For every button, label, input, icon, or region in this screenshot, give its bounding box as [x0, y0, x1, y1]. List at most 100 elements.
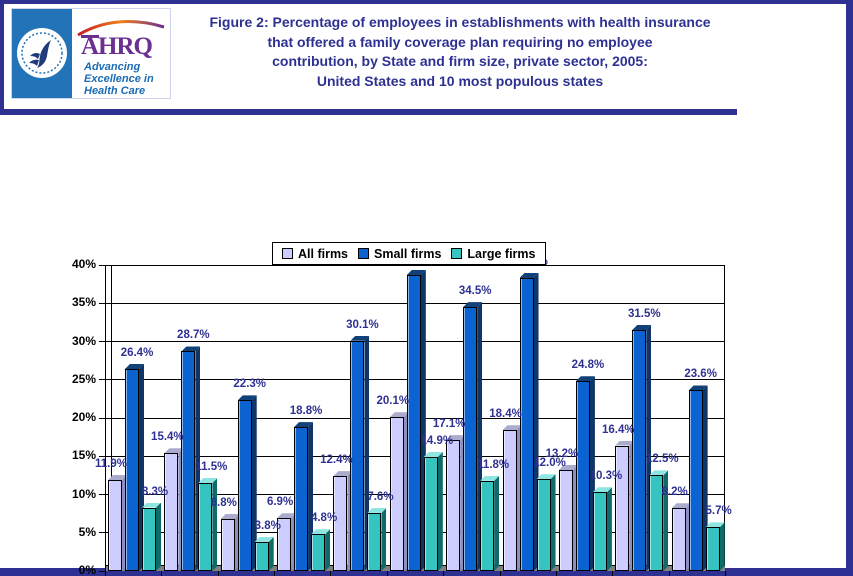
bar-all-firms-Texas — [671, 503, 691, 571]
bar-small-firms-Penn. — [632, 325, 652, 571]
bar-top-face — [350, 335, 370, 341]
bar-front-face — [575, 381, 590, 571]
bar-top-face — [649, 470, 669, 476]
y-axis-tick — [99, 570, 105, 572]
back-wall-edge — [111, 265, 112, 565]
bar-small-firms-N.Y — [519, 273, 539, 571]
bar-top-face — [615, 440, 635, 446]
figure-title: Figure 2: Percentage of employees in est… — [150, 13, 770, 91]
bar-top-face — [406, 269, 426, 275]
bar-front-face — [688, 390, 703, 571]
bar-data-label: 8.2% — [661, 486, 688, 499]
bar-front-face — [181, 351, 196, 571]
bar-data-label: 11.5% — [195, 461, 228, 474]
bar-large-firms-Ohio — [592, 487, 612, 571]
bar-all-firms-Mich. — [389, 412, 409, 571]
bar-side-face — [139, 364, 144, 571]
bar-front-face — [536, 479, 551, 571]
x-axis-tick — [725, 571, 726, 576]
bar-front-face — [502, 430, 517, 571]
bar-side-face — [122, 475, 127, 571]
bar-data-label: 8.3% — [141, 485, 169, 498]
bar-large-firms-Florida — [254, 536, 274, 571]
legend-swatch-small-firms — [358, 248, 370, 259]
tagline-line: Health Care — [84, 85, 146, 97]
y-axis-label: 35% — [71, 295, 96, 310]
bar-small-firms-Florida — [237, 395, 257, 571]
bar-small-firms-U.S. — [125, 364, 144, 571]
bar-top-face — [463, 302, 483, 308]
bar-side-face — [404, 412, 409, 571]
bar-data-label: 28.7% — [177, 329, 210, 342]
bar-front-face — [254, 541, 269, 571]
y-axis-tick — [99, 302, 105, 304]
bar-side-face — [212, 478, 217, 571]
x-axis-tick — [668, 571, 670, 576]
bar-data-label: 11.8% — [477, 458, 510, 471]
bar-side-face — [308, 422, 313, 571]
bar-front-face — [367, 512, 382, 571]
y-axis-tick — [99, 417, 105, 419]
bar-small-firms-N.J. — [463, 302, 483, 571]
bar-top-face — [311, 529, 331, 535]
bar-data-label: 34.5% — [458, 285, 492, 298]
bar-all-firms-Penn. — [615, 440, 635, 571]
bar-front-face — [333, 476, 348, 571]
x-axis-tick — [217, 571, 219, 576]
bar-data-label: 16.4% — [601, 423, 635, 436]
bar-data-label: 5.7% — [705, 505, 732, 518]
bar-side-face — [252, 395, 257, 571]
ahrq-macron-bar — [81, 35, 99, 38]
legend-item: Large firms — [451, 247, 536, 261]
bar-top-face — [592, 487, 612, 493]
bar-front-face — [519, 278, 534, 571]
bar-front-face — [592, 492, 607, 571]
bar-side-face — [720, 522, 725, 571]
bar-large-firms-Texas — [705, 522, 725, 571]
bar-front-face — [632, 330, 647, 571]
bar-side-face — [235, 514, 240, 571]
chart-legend: All firms Small firms Large firms — [272, 242, 546, 265]
bar-top-face — [519, 273, 539, 278]
tagline-line: Excellence in — [84, 73, 154, 85]
y-axis-label: 5% — [78, 524, 96, 539]
bar-large-firms-Georgia — [311, 529, 331, 571]
bar-front-face — [389, 417, 404, 571]
legend-swatch-large-firms — [451, 248, 463, 259]
bar-top-face — [181, 346, 201, 352]
bar-side-face — [325, 529, 330, 571]
bar-side-face — [646, 325, 651, 571]
bar-side-face — [438, 452, 443, 571]
figure-title-line: United States and 10 most populous state… — [316, 72, 604, 89]
bar-top-face — [367, 507, 387, 513]
bar-front-face — [294, 427, 309, 571]
bar-top-face — [108, 474, 127, 480]
bar-all-firms-N.Y — [502, 425, 522, 571]
frame-top — [0, 0, 853, 4]
legend-swatch-all-firms — [282, 248, 293, 259]
bar-front-face — [164, 453, 179, 571]
figure-title-line: that offered a family coverage plan requ… — [267, 33, 653, 50]
legend-label: Small firms — [374, 246, 442, 261]
ahrq-swoosh-icon — [77, 20, 165, 37]
bar-side-face — [421, 270, 426, 571]
bar-side-face — [381, 508, 386, 571]
y-axis-label: 15% — [71, 448, 96, 463]
bar-front-face — [671, 508, 686, 571]
bar-top-face — [125, 364, 144, 370]
bar-top-face — [536, 474, 556, 480]
bar-top-face — [198, 478, 218, 484]
bar-front-face — [558, 470, 573, 571]
bar-front-face — [125, 369, 139, 571]
hhs-seal-icon — [17, 28, 67, 78]
bar-large-firms-Calif. — [198, 478, 218, 571]
bar-large-firms-Penn. — [649, 470, 669, 571]
bar-front-face — [108, 479, 122, 571]
bar-top-face — [142, 502, 161, 508]
bar-all-firms-N.J. — [446, 435, 466, 571]
y-axis-tick — [99, 341, 105, 342]
bar-side-face — [460, 435, 465, 571]
bar-data-label: 10.3% — [589, 470, 623, 483]
bar-data-label: 12.0% — [533, 457, 566, 470]
bar-top-face — [164, 448, 184, 454]
